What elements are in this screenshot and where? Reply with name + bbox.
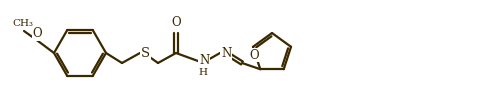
Text: O: O (32, 27, 42, 40)
Text: S: S (141, 47, 150, 59)
Text: O: O (249, 49, 259, 62)
Text: N: N (221, 47, 231, 59)
Text: O: O (171, 16, 181, 29)
Text: H: H (198, 68, 208, 77)
Text: N: N (199, 54, 209, 68)
Text: CH₃: CH₃ (13, 19, 33, 28)
